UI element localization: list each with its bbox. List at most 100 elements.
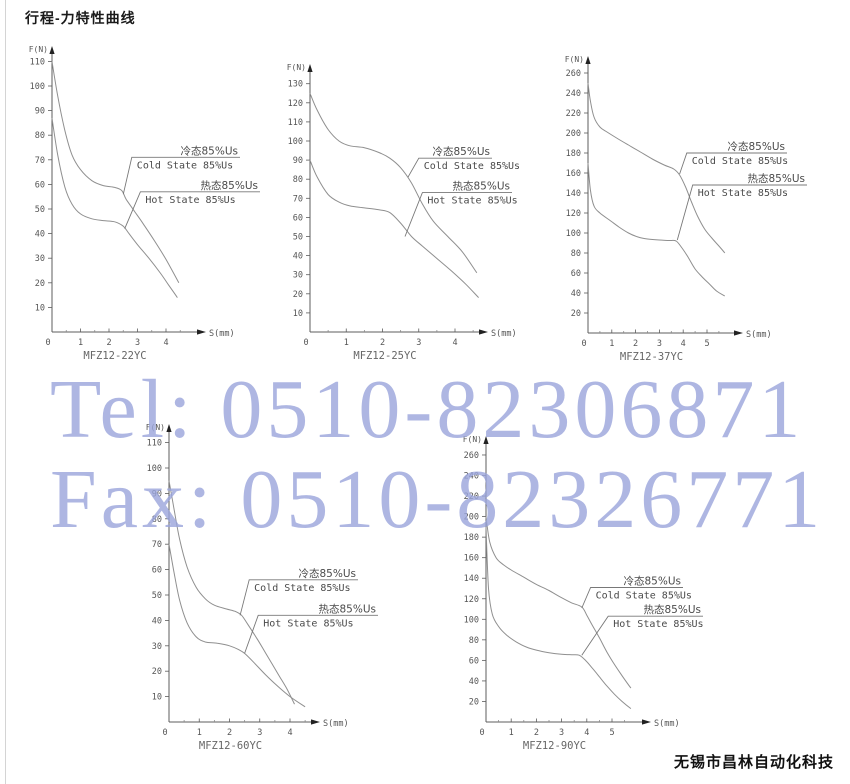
x-tick-label: 1 [344,338,349,348]
x-tick-label: 3 [135,338,140,348]
y-tick-label: 70 [293,194,303,204]
y-tick-label: 20 [293,290,303,300]
x-axis-label: S(mm) [491,329,517,339]
x-axis-arrow-icon [479,329,488,335]
cold-state-label-en: Cold State 85%Us [596,590,692,601]
y-tick-label: 100 [566,229,581,239]
x-tick-label: 4 [287,728,292,738]
hot-state-curve [485,526,632,710]
y-tick-label: 30 [293,271,303,281]
cold-state-curve [485,516,632,689]
y-axis-arrow-icon [483,436,489,444]
chart-title: MFZ12-37YC [620,351,683,363]
x-tick-label: 3 [416,338,421,348]
y-tick-label: 80 [152,515,162,525]
cold-state-curve [587,82,726,254]
y-tick-label: 260 [566,69,581,79]
hot-state-label-cn: 热态85%Us [201,179,259,192]
y-tick-label: 20 [571,309,581,319]
x-tick-label: 4 [163,338,168,348]
hot-state-label-en: Hot State 85%Us [613,619,703,630]
cold-state-label-en: Cold State 85%Us [424,161,520,172]
y-axis-arrow-icon [307,64,313,72]
x-tick-label: 4 [681,339,686,349]
hot-state-label-en: Hot State 85%Us [698,188,788,199]
y-axis-arrow-icon [585,56,591,64]
x-tick-label: 1 [78,338,83,348]
x-tick-label: 1 [609,339,614,349]
y-axis-arrow-icon [166,424,172,432]
chart-title: MFZ12-60YC [199,740,262,752]
x-tick-label: 1 [197,728,202,738]
hot-state-label-cn: 热态85%Us [644,603,702,616]
hot-state-curve [51,117,178,298]
cold-state-label-cn: 冷态85%Us [433,145,491,158]
x-axis-arrow-icon [734,330,743,336]
y-tick-label: 10 [152,693,162,703]
company-name: 无锡市昌林自动化科技 [673,754,834,771]
y-tick-label: 100 [464,615,479,625]
x-tick-label: 0 [479,728,484,738]
y-tick-label: 90 [35,107,45,117]
x-tick-label: 0 [45,338,50,348]
chart-plot: F(N) S(mm) 10 20 30 40 50 60 70 80 90 100 110 0 1 2 3 4 冷态… [146,423,378,752]
x-tick-label: 2 [633,339,638,349]
x-tick-label: 5 [609,728,614,738]
hot-state-label-cn: 热态85%Us [453,180,511,193]
cold-state-curve [309,93,478,274]
chart-plot: F(N)S(mm)2040608010012014016018020022024… [565,55,807,363]
y-axis-arrow-icon [49,46,55,54]
y-tick-label: 80 [293,175,303,185]
y-tick-label: 160 [566,169,581,179]
y-tick-label: 60 [469,656,479,666]
y-tick-label: 80 [469,636,479,646]
x-axis-arrow-icon [197,329,206,335]
x-tick-label: 3 [257,728,262,738]
y-tick-label: 120 [464,595,479,605]
y-tick-label: 200 [566,129,581,139]
x-tick-label: 5 [704,339,709,349]
y-tick-label: 120 [566,209,581,219]
x-tick-label: 2 [227,728,232,738]
y-tick-label: 140 [464,574,479,584]
chart-title: MFZ12-22YC [83,350,146,362]
cold-state-label-cn: 冷态85%Us [181,144,239,157]
y-tick-label: 240 [464,472,479,482]
chart-MFZ12-25YC: F(N) S(mm) 10 20 30 40 50 60 70 80 90 100 110 120 130 0… [282,38,522,364]
left-border-line [5,0,6,784]
hot-state-curve [587,162,726,297]
y-tick-label: 30 [152,642,162,652]
y-tick-label: 110 [288,118,303,128]
x-tick-label: 0 [303,338,308,348]
y-tick-label: 50 [152,591,162,601]
y-tick-label: 180 [464,533,479,543]
hot-callout-leader [124,191,260,229]
hot-state-curve [168,544,306,708]
y-tick-label: 110 [30,57,45,67]
hot-state-label-cn: 热态85%Us [748,172,806,185]
y-tick-label: 100 [147,464,162,474]
x-axis-label: S(mm) [323,719,349,729]
x-tick-label: 2 [534,728,539,738]
chart-plot: F(N) S(mm) 10 20 30 40 50 60 70 80 90 100 110 0 1 2 3 4 冷态… [29,45,260,362]
y-tick-label: 10 [35,303,45,313]
y-tick-label: 140 [566,189,581,199]
x-tick-label: 3 [657,339,662,349]
y-tick-label: 40 [571,289,581,299]
chart-title: MFZ12-25YC [353,350,416,362]
chart-title: MFZ12-90YC [523,740,586,752]
y-tick-label: 50 [293,233,303,243]
y-axis-label: F(N) [29,45,48,54]
y-tick-label: 40 [35,230,45,240]
hot-state-label-en: Hot State 85%Us [263,618,353,629]
hot-state-label-en: Hot State 85%Us [145,195,235,206]
cold-state-label-cn: 冷态85%Us [624,574,682,587]
y-tick-label: 40 [469,677,479,687]
hot-callout-leader [404,192,512,237]
cold-state-label-en: Cold State 85%Us [137,160,233,171]
cold-state-label-en: Cold State 85%Us [692,156,788,167]
chart-MFZ12-22YC: F(N) S(mm) 10 20 30 40 50 60 70 80 90 100 110 0 1 2 3 4 冷态… [29,38,270,364]
x-tick-label: 0 [581,339,586,349]
y-tick-label: 100 [30,82,45,92]
cold-callout-leader [239,579,358,616]
